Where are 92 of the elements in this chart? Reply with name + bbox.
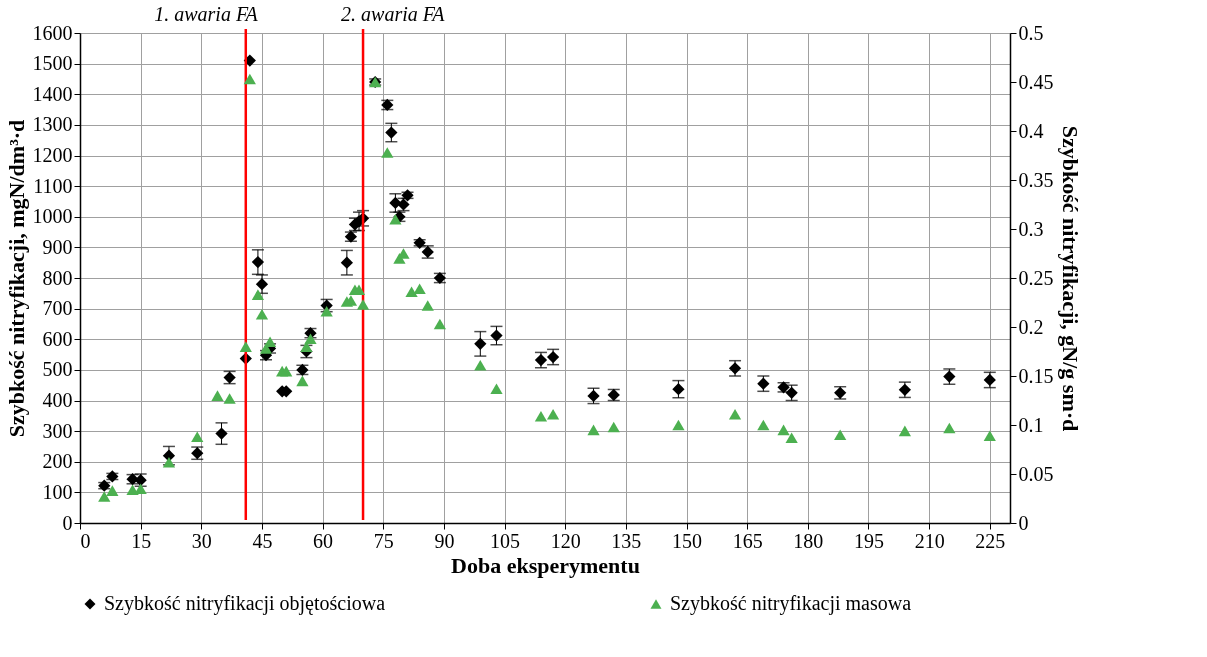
y-tick-label: 100 (42, 480, 73, 503)
y-tick-label: 1600 (32, 21, 73, 44)
point (898, 425, 911, 437)
x-tick-label: 105 (490, 529, 521, 552)
y2-axis-title: Szybkość nitryfikacji, gN/g sm·d (1057, 125, 1083, 432)
x-tick-label: 45 (252, 529, 273, 552)
x-tick-label: 225 (975, 529, 1006, 552)
point (191, 431, 204, 443)
point (983, 430, 996, 442)
y-tick-label: 600 (42, 327, 73, 350)
x-tick-label: 135 (611, 529, 642, 552)
ref-line-label: 1. awaria FA (154, 3, 259, 25)
point (728, 408, 742, 420)
y2-tick-label: 0.15 (1018, 364, 1054, 387)
y-axis-title: Szybkość nitryfikacji, mgN/dm³·d (3, 119, 29, 438)
y-tick-label: 0 (62, 511, 73, 534)
point (211, 390, 224, 401)
point (433, 318, 446, 330)
x-tick-label: 210 (914, 529, 945, 552)
point (777, 424, 790, 436)
x-tick-label: 60 (313, 529, 334, 552)
x-tick-label: 150 (672, 529, 703, 552)
y-tick-label: 900 (42, 235, 73, 258)
point (356, 299, 370, 310)
y2-tick-label: 0.2 (1018, 315, 1044, 338)
y2-tick-label: 0.1 (1018, 413, 1044, 436)
point (389, 213, 402, 225)
x-tick-label: 75 (373, 529, 394, 552)
point (223, 393, 236, 404)
point (943, 422, 956, 434)
ref-line-label: 2. awaria FA (341, 3, 446, 25)
y2-tick-label: 0.5 (1018, 21, 1044, 44)
point (239, 341, 252, 352)
y2-tick-label: 0.25 (1018, 266, 1054, 289)
y-tick-label: 500 (42, 358, 73, 381)
point (474, 359, 487, 371)
y-tick-label: 300 (42, 419, 73, 442)
y-tick-label: 1300 (32, 113, 73, 136)
legend-label: Szybkość nitryfikacji objętościowa (104, 592, 386, 615)
x-axis-title: Doba eksperymentu (451, 552, 640, 578)
y-tick-label: 1000 (32, 205, 73, 228)
y-tick-label: 400 (42, 389, 73, 411)
point (255, 308, 269, 320)
point (587, 424, 600, 436)
y-tick-label: 800 (42, 266, 73, 289)
point (672, 419, 685, 431)
point (490, 383, 503, 395)
x-tick-label: 165 (732, 529, 763, 552)
y2-tick-label: 0.05 (1018, 462, 1054, 485)
point (757, 419, 770, 431)
y-tick-label: 1100 (33, 174, 73, 197)
point (106, 485, 119, 496)
y2-tick-label: 0.45 (1018, 70, 1054, 93)
point (607, 421, 620, 433)
y-tick-label: 1400 (32, 82, 73, 105)
point (296, 375, 309, 387)
point (300, 341, 313, 352)
point (785, 432, 798, 444)
point (834, 429, 847, 441)
point (490, 329, 503, 342)
y2-tick-label: 0.35 (1018, 168, 1054, 191)
point (251, 289, 265, 300)
y2-tick-label: 0.3 (1018, 217, 1044, 240)
point (243, 73, 256, 85)
x-tick-label: 120 (550, 529, 581, 552)
point (381, 147, 394, 158)
x-tick-label: 180 (793, 529, 824, 552)
point (546, 408, 560, 420)
x-tick-label: 195 (853, 529, 884, 552)
point (162, 456, 176, 468)
y-tick-label: 700 (42, 297, 73, 320)
y-tick-label: 1200 (32, 144, 73, 166)
point (421, 300, 434, 311)
y-tick-label: 200 (42, 450, 73, 473)
point (304, 333, 317, 345)
point (320, 306, 333, 317)
point (280, 365, 293, 377)
y-tick-label: 1500 (32, 52, 73, 75)
point (126, 484, 139, 495)
point (413, 283, 426, 295)
y2-tick-label: 0.4 (1018, 119, 1044, 142)
x-tick-label: 30 (191, 529, 212, 552)
point (263, 336, 277, 347)
y2-tick-label: 0 (1018, 511, 1029, 534)
x-tick-label: 90 (434, 529, 455, 552)
legend-label: Szybkość nitryfikacji masowa (670, 592, 912, 615)
point (215, 427, 228, 440)
point (98, 491, 111, 502)
point (405, 286, 418, 298)
point (534, 410, 548, 422)
x-tick-label: 15 (131, 529, 152, 552)
x-tick-label: 0 (80, 529, 91, 552)
